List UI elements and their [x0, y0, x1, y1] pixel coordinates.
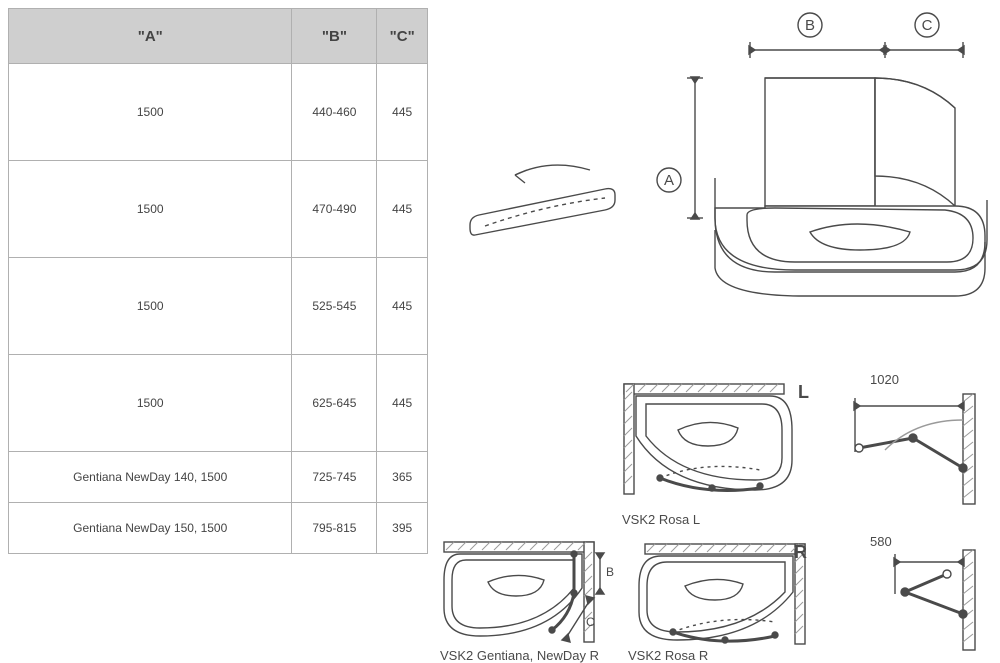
- dimensions-table: "A" "B" "C" 1500440-460445 1500470-49044…: [8, 8, 428, 554]
- marker-c: C: [922, 17, 933, 34]
- col-header-a: "A": [9, 9, 292, 64]
- tag-r: R: [794, 542, 807, 562]
- marker-a: A: [664, 172, 674, 189]
- tag-l: L: [798, 382, 809, 402]
- table-row: 1500625-645445: [9, 355, 428, 452]
- marker-b: B: [805, 17, 815, 34]
- page: "A" "B" "C" 1500440-460445 1500470-49044…: [0, 0, 1000, 661]
- plan-view-r: R: [625, 540, 815, 655]
- table-row: 1500440-460445: [9, 64, 428, 161]
- hinge-swing-diagram: [455, 140, 655, 260]
- col-header-b: "B": [292, 9, 377, 64]
- table-row: Gentiana NewDay 150, 1500795-815395: [9, 503, 428, 554]
- plan-view-l: L: [620, 380, 810, 510]
- col-header-c: "C": [377, 9, 428, 64]
- dim-open: 1020: [870, 372, 899, 387]
- table-row: Gentiana NewDay 140, 1500725-745365: [9, 452, 428, 503]
- table-row: 1500470-490445: [9, 161, 428, 258]
- caption-rosa-l: VSK2 Rosa L: [622, 512, 700, 527]
- gn-dim-c: C: [586, 615, 595, 629]
- screen-span-folded-diagram: [845, 540, 995, 655]
- dim-folded: 580: [870, 534, 892, 549]
- table-row: 1500525-545445: [9, 258, 428, 355]
- screen-span-open-diagram: [845, 378, 995, 508]
- plan-view-gentiana: B C: [440, 538, 615, 653]
- tub-screen-iso-diagram: B C A: [655, 10, 990, 300]
- gn-dim-b: B: [606, 565, 614, 579]
